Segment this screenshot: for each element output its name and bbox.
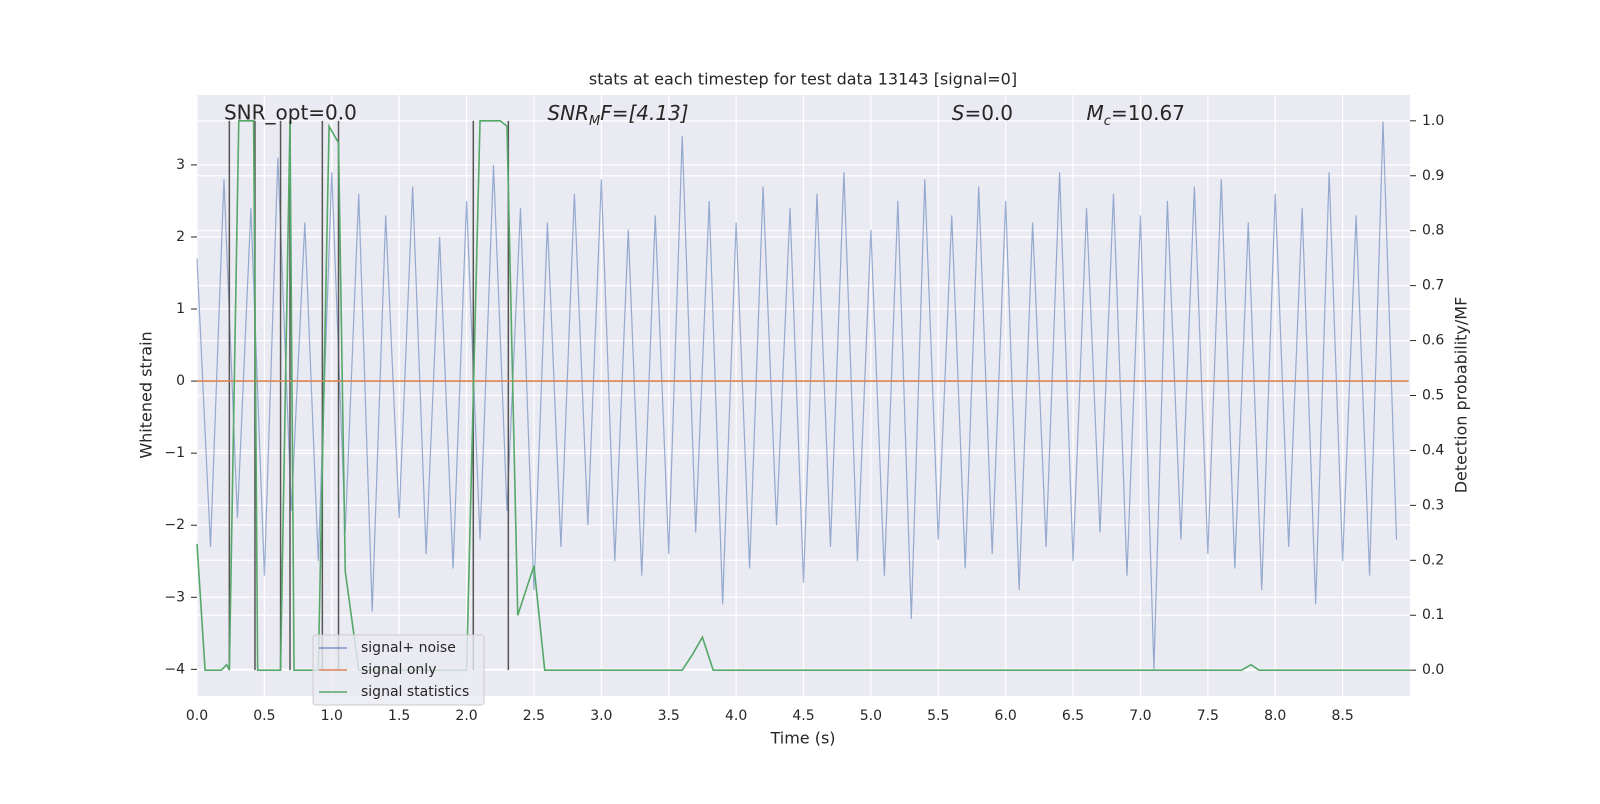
annotation-part: M xyxy=(1087,101,1104,125)
y2-tick-label: 0.7 xyxy=(1422,278,1444,294)
y2-tick-label: 0.4 xyxy=(1422,442,1444,458)
x-tick-label: 1.5 xyxy=(388,708,410,724)
y2-tick-label: 0.8 xyxy=(1422,223,1444,239)
y2-tick-label: 0.5 xyxy=(1422,388,1444,404)
annotation-part: =10.67 xyxy=(1111,101,1185,125)
x-tick-label: 0.5 xyxy=(253,708,275,724)
x-tick-label: 1.0 xyxy=(321,708,343,724)
legend-box xyxy=(312,634,485,706)
annotation: Mc=10.67 xyxy=(1087,101,1185,130)
x-tick-label: 4.5 xyxy=(792,708,814,724)
legend-label: signal+ noise xyxy=(361,640,456,656)
x-tick-label: 7.5 xyxy=(1197,708,1219,724)
x-tick-label: 4.0 xyxy=(725,708,747,724)
x-tick-label: 2.5 xyxy=(523,708,545,724)
y-tick-label: 1 xyxy=(176,301,185,317)
x-tick-label: 3.5 xyxy=(658,708,680,724)
annotation: SNRMF=[4.13] xyxy=(547,101,688,130)
x-tick-label: 8.5 xyxy=(1331,708,1353,724)
y2-tick-label: 0.2 xyxy=(1422,552,1444,568)
y-axis-label: Whitened strain xyxy=(137,331,156,458)
x-tick-label: 6.5 xyxy=(1062,708,1084,724)
legend-label: signal only xyxy=(361,662,436,678)
legend-label: signal statistics xyxy=(361,684,469,700)
x-tick-label: 8.0 xyxy=(1264,708,1286,724)
chart-title: stats at each timestep for test data 131… xyxy=(589,70,1017,89)
x-tick-label: 6.0 xyxy=(995,708,1017,724)
y2-tick-label: 0.1 xyxy=(1422,607,1444,623)
annotation-part: M xyxy=(589,114,600,129)
y-tick-label: 2 xyxy=(176,229,185,245)
series-line xyxy=(196,121,1398,670)
y2-tick-label: 0.6 xyxy=(1422,333,1444,349)
annotation-part: =0.0 xyxy=(964,101,1013,125)
y2-tick-label: 1.0 xyxy=(1422,113,1444,129)
y-tick-label: −2 xyxy=(164,517,185,533)
y-tick-label: −4 xyxy=(164,661,185,677)
x-tick-label: 0.0 xyxy=(186,708,208,724)
x-axis-label: Time (s) xyxy=(769,729,835,748)
x-tick-label: 5.5 xyxy=(927,708,949,724)
annotation: SNR_opt=0.0 xyxy=(224,101,357,125)
x-tick-label: 5.0 xyxy=(860,708,882,724)
annotation: S=0.0 xyxy=(952,101,1013,125)
x-tick-label: 7.0 xyxy=(1129,708,1151,724)
y2-axis-label: Detection probability/MF xyxy=(1452,297,1471,494)
annotation-part: SNR xyxy=(547,101,589,125)
y-tick-label: −1 xyxy=(164,445,185,461)
y-tick-label: 3 xyxy=(176,157,185,173)
annotation-part: F=[4.13] xyxy=(600,101,688,125)
y-tick-label: 0 xyxy=(176,373,185,389)
y2-tick-label: 0.3 xyxy=(1422,497,1444,513)
annotation-part: S xyxy=(952,101,965,125)
y2-tick-label: 0.0 xyxy=(1422,662,1444,678)
y-tick-label: −3 xyxy=(164,589,185,605)
annotation-part: c xyxy=(1104,114,1111,129)
y2-tick-label: 0.9 xyxy=(1422,168,1444,184)
x-tick-label: 2.0 xyxy=(455,708,477,724)
x-tick-label: 3.0 xyxy=(590,708,612,724)
